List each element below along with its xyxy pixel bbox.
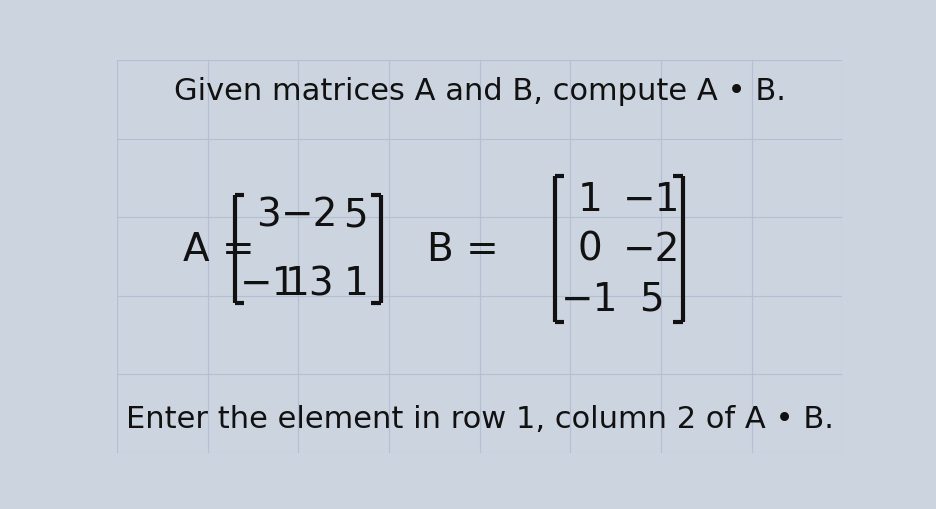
Text: −2: −2 <box>623 231 680 268</box>
Text: B =: B = <box>427 231 499 268</box>
Text: 0: 0 <box>578 231 602 268</box>
Text: A =: A = <box>183 231 255 268</box>
Text: 1: 1 <box>344 265 368 303</box>
Text: Enter the element in row 1, column 2 of A • B.: Enter the element in row 1, column 2 of … <box>125 404 834 433</box>
Text: 5: 5 <box>344 196 368 234</box>
Text: 3: 3 <box>256 196 281 234</box>
Text: −1: −1 <box>240 265 297 303</box>
Text: 1: 1 <box>578 181 602 218</box>
Text: −1: −1 <box>561 280 619 318</box>
Text: Given matrices A and B, compute A • B.: Given matrices A and B, compute A • B. <box>174 77 785 106</box>
Text: 13: 13 <box>285 265 334 303</box>
Text: 5: 5 <box>639 280 664 318</box>
Text: −2: −2 <box>281 196 338 234</box>
Text: −1: −1 <box>623 181 680 218</box>
